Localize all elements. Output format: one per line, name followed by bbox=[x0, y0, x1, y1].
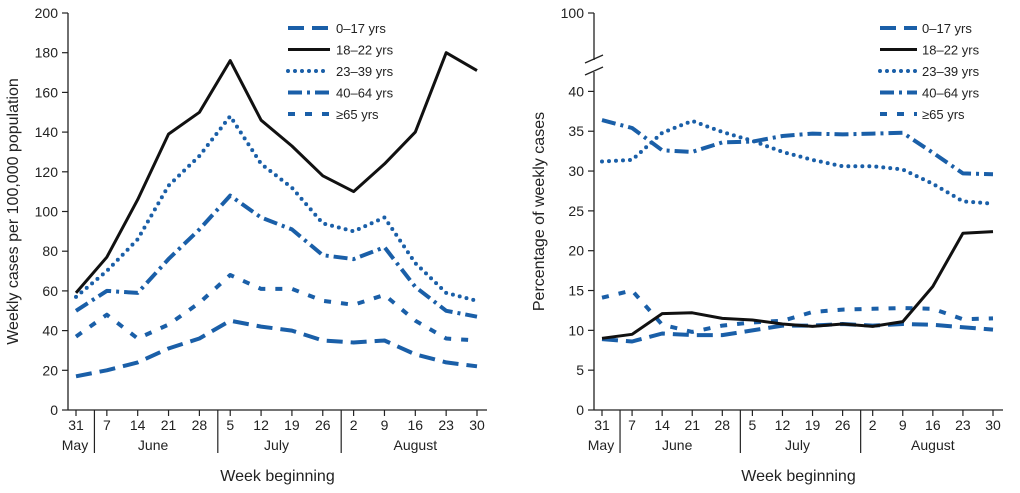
x-tick-label: 2 bbox=[869, 417, 877, 433]
right-chart-panel: 0 5 10 15 20 25 30 35 40 100 31 7 14 21 28 5 12 19 26 2 9 16 2… bbox=[531, 5, 1003, 485]
x-tick-label: 30 bbox=[469, 417, 485, 433]
x-tick-label: 26 bbox=[835, 417, 851, 433]
legend: 0–17 yrs 18–22 yrs 23–39 yrs 40–64 yrs ≥65 y… bbox=[878, 21, 980, 122]
x-tick-label: 19 bbox=[284, 417, 300, 433]
x-tick-label: 12 bbox=[253, 417, 269, 433]
y-tick-label: 40 bbox=[42, 323, 58, 339]
x-tick-label: 7 bbox=[103, 417, 111, 433]
y-tick-label: 60 bbox=[42, 283, 58, 299]
series-line-40-64-yrs bbox=[601, 118, 994, 177]
y-tick-label: 20 bbox=[42, 362, 58, 378]
x-tick-label: 5 bbox=[226, 417, 234, 433]
legend: 0–17 yrs 18–22 yrs 23–39 yrs 40–64 yrs ≥65 y… bbox=[286, 21, 394, 122]
y-tick-label: 200 bbox=[35, 5, 59, 21]
y-tick-label: 35 bbox=[568, 123, 584, 139]
series-line-0-17-yrs bbox=[75, 318, 478, 379]
month-label: July bbox=[264, 437, 289, 453]
y-tick-label: 25 bbox=[568, 203, 584, 219]
month-label: August bbox=[911, 437, 955, 453]
y-tick-label: 20 bbox=[568, 243, 584, 259]
y-tick-label: 0 bbox=[50, 402, 58, 418]
x-tick-label: 26 bbox=[315, 417, 331, 433]
month-label: August bbox=[394, 437, 438, 453]
legend-label: 23–39 yrs bbox=[336, 64, 394, 79]
month-label: July bbox=[785, 437, 810, 453]
series-line-18-22-yrs bbox=[601, 230, 994, 340]
x-tick-label: 14 bbox=[130, 417, 146, 433]
legend-label: 18–22 yrs bbox=[336, 43, 394, 58]
axis-break-mark bbox=[584, 54, 604, 64]
axis-break-mark bbox=[584, 66, 604, 76]
y-tick-label: 180 bbox=[35, 45, 59, 61]
x-tick-label: 9 bbox=[899, 417, 907, 433]
x-tick-label: 21 bbox=[684, 417, 700, 433]
series-line-40-64-yrs bbox=[74, 193, 478, 319]
x-axis-title: Week beginning bbox=[220, 468, 334, 485]
legend-label: 18–22 yrs bbox=[922, 43, 980, 58]
x-tick-label: 16 bbox=[925, 417, 941, 433]
series-line-23-39-yrs bbox=[74, 114, 479, 303]
legend-label: 0–17 yrs bbox=[922, 21, 972, 36]
month-label: May bbox=[588, 437, 614, 453]
month-label: May bbox=[62, 437, 88, 453]
x-tick-label: 23 bbox=[438, 417, 454, 433]
y-tick-label: 30 bbox=[568, 163, 584, 179]
y-tick-label: 5 bbox=[576, 362, 584, 378]
x-tick-label: 19 bbox=[805, 417, 821, 433]
x-tick-label: 31 bbox=[68, 417, 84, 433]
x-tick-label: 14 bbox=[654, 417, 670, 433]
month-label: June bbox=[662, 437, 693, 453]
series-line-65-yrs bbox=[601, 288, 994, 334]
x-tick-label: 16 bbox=[408, 417, 424, 433]
y-tick-label: 100 bbox=[561, 5, 585, 21]
left-chart-panel: 0 20 40 60 80 100 120 140 160 180 200 31 7 14 21 28 5 12 1… bbox=[5, 5, 487, 485]
series-line-18-22-yrs bbox=[74, 51, 478, 294]
y-tick-label: 0 bbox=[576, 402, 584, 418]
x-tick-label: 5 bbox=[748, 417, 756, 433]
x-tick-label: 7 bbox=[628, 417, 636, 433]
x-tick-label: 28 bbox=[715, 417, 731, 433]
legend-label: ≥65 yrs bbox=[336, 107, 379, 122]
x-tick-label: 9 bbox=[381, 417, 389, 433]
x-tick-label: 30 bbox=[985, 417, 1001, 433]
x-axis-title: Week beginning bbox=[741, 468, 855, 485]
y-tick-label: 40 bbox=[568, 83, 584, 99]
legend-label: 0–17 yrs bbox=[336, 21, 386, 36]
legend-label: ≥65 yrs bbox=[922, 107, 965, 122]
x-tick-label: 2 bbox=[350, 417, 358, 433]
month-label: June bbox=[138, 437, 169, 453]
y-tick-label: 120 bbox=[35, 164, 59, 180]
legend-label: 40–64 yrs bbox=[336, 86, 394, 101]
y-tick-label: 15 bbox=[568, 283, 584, 299]
y-axis-title: Weekly cases per 100,000 population bbox=[5, 78, 22, 345]
x-tick-label: 28 bbox=[192, 417, 208, 433]
legend-label: 40–64 yrs bbox=[922, 86, 980, 101]
series-line-65-yrs bbox=[74, 273, 478, 343]
y-tick-label: 160 bbox=[35, 84, 59, 100]
y-tick-label: 80 bbox=[42, 243, 58, 259]
x-tick-label: 31 bbox=[594, 417, 610, 433]
x-tick-label: 12 bbox=[775, 417, 791, 433]
x-tick-label: 23 bbox=[955, 417, 971, 433]
y-axis-title: Percentage of weekly cases bbox=[531, 112, 548, 311]
series-line-23-39-yrs bbox=[600, 118, 995, 206]
x-tick-label: 21 bbox=[161, 417, 177, 433]
y-tick-label: 10 bbox=[568, 322, 584, 338]
y-tick-label: 140 bbox=[35, 124, 59, 140]
y-tick-label: 100 bbox=[35, 204, 59, 220]
legend-label: 23–39 yrs bbox=[922, 64, 980, 79]
